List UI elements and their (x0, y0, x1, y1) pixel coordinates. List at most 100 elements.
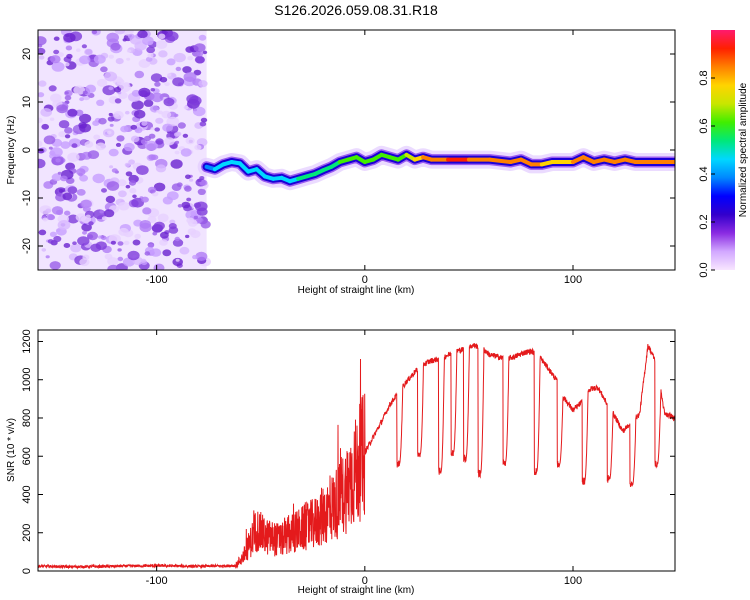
noise-speckle (161, 110, 172, 119)
noise-speckle (158, 33, 166, 40)
noise-speckle (48, 146, 53, 150)
noise-speckle (107, 130, 112, 135)
noise-speckle (79, 258, 90, 267)
noise-speckle (141, 121, 148, 126)
noise-speckle (135, 128, 139, 132)
noise-speckle (79, 174, 88, 182)
noise-speckle (134, 109, 146, 119)
noise-speckle (116, 78, 125, 85)
frequency-ridge (197, 145, 675, 191)
y-tick-label: 200 (21, 524, 33, 542)
noise-speckle (102, 85, 116, 96)
noise-speckle (192, 254, 198, 260)
colorbar-bar (711, 30, 735, 270)
noise-speckle (168, 226, 179, 234)
noise-speckle-region (38, 30, 211, 270)
colorbar-tick-label: 0.8 (698, 70, 710, 85)
noise-speckle (107, 257, 119, 266)
noise-speckle (155, 164, 167, 173)
x-tick-label: 100 (564, 274, 582, 286)
noise-speckle (64, 62, 70, 67)
noise-speckle (108, 112, 113, 117)
noise-speckle (117, 248, 122, 252)
noise-speckle (163, 97, 175, 107)
noise-speckle (177, 122, 186, 129)
noise-speckle (147, 243, 155, 249)
noise-speckle (185, 174, 191, 180)
noise-speckle (48, 85, 57, 92)
noise-speckle (51, 61, 65, 72)
noise-speckle (146, 46, 156, 54)
noise-speckle (92, 120, 100, 126)
noise-speckle (174, 150, 180, 155)
noise-speckle (150, 88, 156, 92)
noise-speckle (49, 261, 61, 270)
noise-speckle (155, 40, 168, 49)
noise-speckle (182, 133, 189, 138)
noise-speckle (147, 186, 157, 194)
noise-speckle (110, 240, 116, 245)
noise-speckle (60, 175, 68, 182)
noise-speckle (95, 142, 106, 151)
noise-speckle (199, 176, 205, 180)
noise-speckle (125, 171, 133, 177)
noise-speckle (193, 215, 199, 220)
noise-speckle (122, 38, 127, 42)
noise-speckle (158, 50, 168, 58)
noise-speckle (77, 236, 90, 246)
noise-speckle (38, 92, 45, 98)
noise-speckle (154, 81, 161, 87)
noise-speckle (192, 106, 206, 117)
noise-speckle (183, 72, 197, 82)
noise-speckle (91, 30, 98, 35)
noise-speckle (48, 214, 56, 221)
noise-speckle (93, 134, 101, 140)
noise-speckle (185, 234, 190, 239)
y-tick-label: -10 (21, 190, 33, 206)
noise-speckle (88, 221, 94, 226)
noise-speckle (195, 251, 208, 261)
noise-speckle (71, 143, 78, 148)
y-tick-label: 800 (21, 409, 33, 427)
noise-speckle (38, 117, 43, 124)
noise-speckle (58, 131, 67, 138)
noise-speckle (73, 85, 86, 95)
noise-speckle (153, 263, 165, 270)
snr-frame (37, 329, 676, 572)
noise-speckle (186, 197, 192, 202)
noise-speckle (115, 142, 122, 147)
noise-speckle (84, 48, 93, 56)
y-tick-label: 1000 (21, 367, 33, 391)
spectrogram-x-axis-label: Height of straight line (km) (298, 285, 415, 296)
noise-speckle (76, 189, 86, 196)
noise-speckle (96, 99, 105, 107)
noise-speckle (132, 239, 141, 246)
y-tick-label: 1200 (21, 329, 33, 353)
noise-speckle (117, 179, 127, 187)
noise-speckle (177, 204, 183, 208)
noise-speckle (125, 110, 130, 115)
colorbar: 0.0 0.2 0.4 0.6 0.8 Normalized spectral ampl… (698, 30, 749, 278)
noise-speckle (194, 144, 202, 151)
colorbar-tick-label: 0.6 (698, 118, 710, 133)
noise-speckle (45, 255, 50, 259)
colorbar-tick-label: 0.4 (698, 166, 710, 181)
noise-speckle (72, 241, 77, 245)
noise-speckle (85, 84, 97, 94)
noise-speckle (193, 69, 202, 76)
noise-speckle (53, 235, 62, 243)
noise-speckle (65, 45, 73, 51)
noise-speckle (130, 124, 138, 130)
colorbar-label: Normalized spectral amplitude (738, 82, 749, 217)
noise-speckle (103, 209, 115, 218)
noise-speckle (130, 135, 140, 143)
noise-speckle (38, 36, 47, 46)
noise-speckle (117, 256, 124, 262)
noise-speckle (95, 241, 107, 250)
noise-speckle (107, 264, 120, 270)
noise-speckle (50, 55, 61, 64)
noise-speckle (38, 148, 45, 154)
